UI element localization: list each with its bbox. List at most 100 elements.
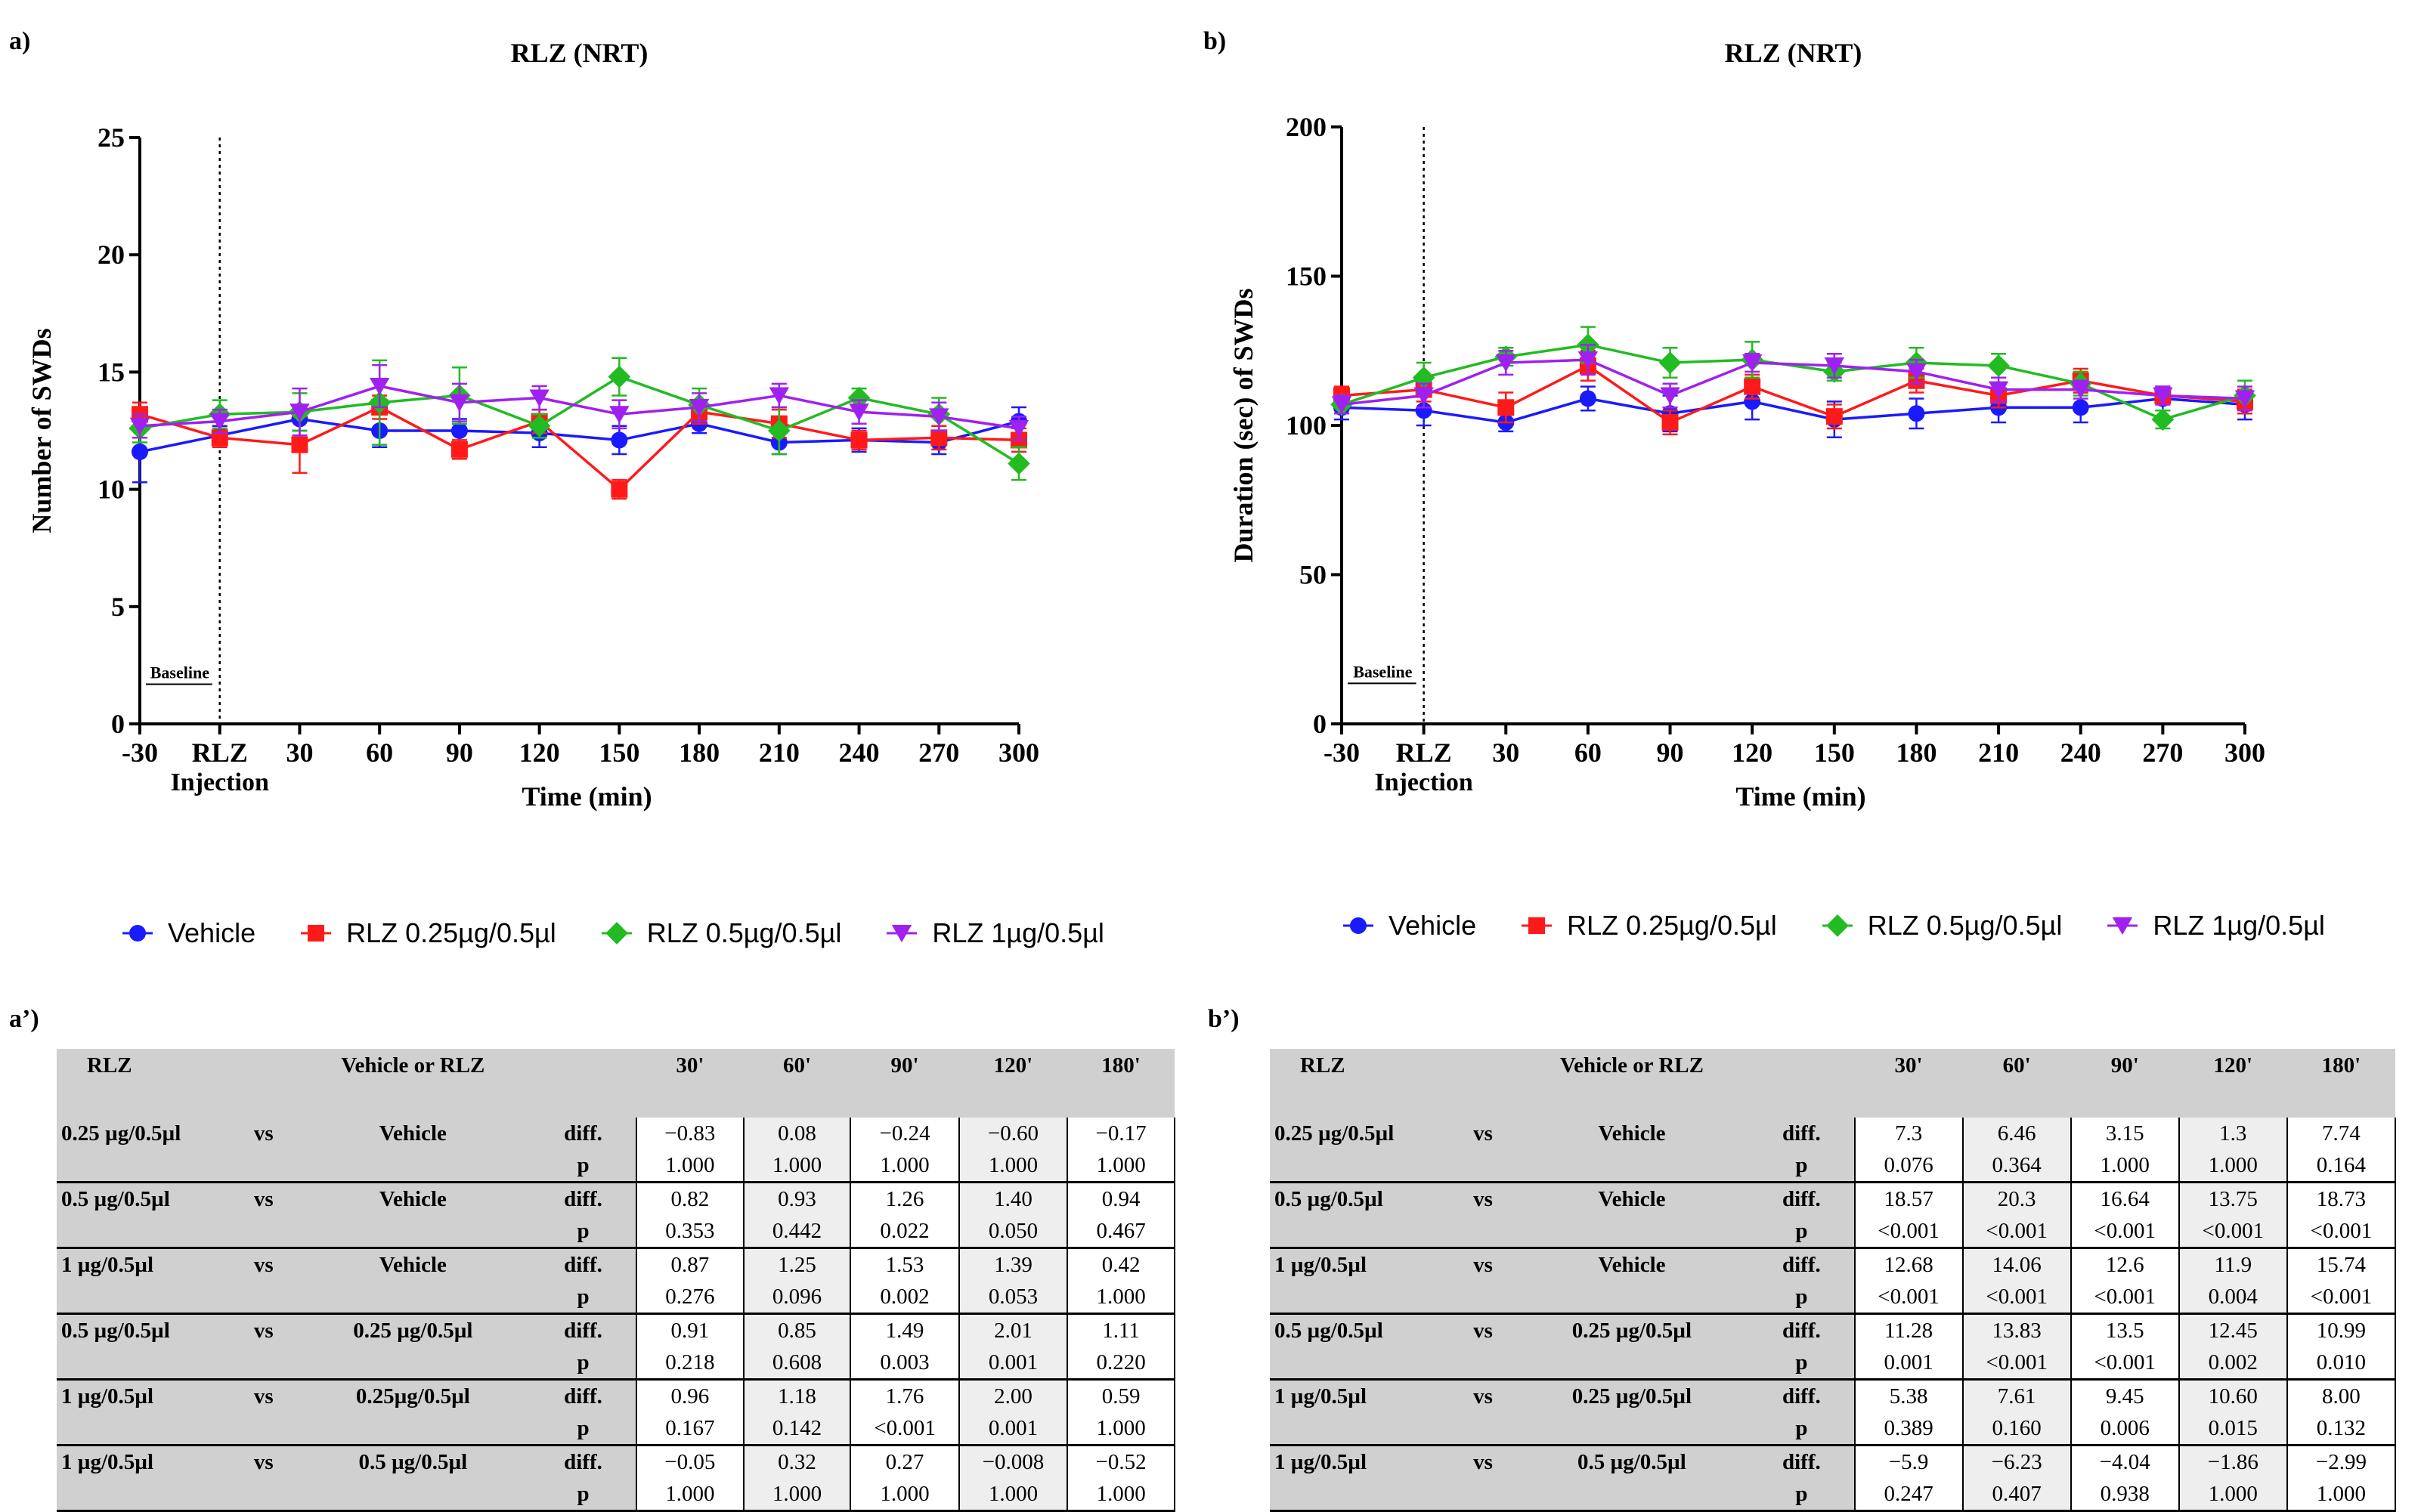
p-value-cell: 1.000 <box>1067 1412 1175 1446</box>
y-tick-label: 10 <box>98 475 125 505</box>
panel-label-b-prime: b’) <box>1208 1005 1240 1033</box>
data-point <box>1987 354 2010 377</box>
data-point <box>930 429 948 447</box>
p-value-cell: <0.001 <box>2286 1281 2397 1315</box>
p-value-cell: 0.276 <box>635 1281 744 1315</box>
table-row: 0.25 µg/0.5µl vs Vehicle diff. 7.3 6.46 3.15 1.… <box>1270 1118 2397 1149</box>
vs-cell: vs <box>1451 1248 1515 1281</box>
legend-marker <box>1350 917 1367 934</box>
diff-value-cell: 10.99 <box>2286 1313 2397 1347</box>
blank-cell <box>1451 1478 1515 1512</box>
diff-value-cell: 15.74 <box>2286 1248 2397 1281</box>
p-value-cell: 0.004 <box>2178 1281 2287 1315</box>
rlz-dose-cell: 0.5 µg/0.5µl <box>1270 1313 1452 1347</box>
diff-value-cell: −6.23 <box>1961 1445 2071 1478</box>
y-tick-label: 20 <box>98 240 125 270</box>
series-2 <box>128 357 1030 481</box>
table-row: 0.5 µg/0.5µl vs 0.25 µg/0.5µl diff. 0.91 0.85… <box>57 1313 1175 1347</box>
series-line <box>1341 358 2246 407</box>
series-line <box>1341 343 2246 421</box>
data-point <box>611 431 628 449</box>
p-value-cell: 0.247 <box>1853 1478 1963 1512</box>
table-header-cell: 30' <box>636 1049 744 1118</box>
row-kind-cell: diff. <box>531 1248 636 1281</box>
legend-marker <box>1528 917 1546 934</box>
comparison-cell: Vehicle <box>295 1182 531 1215</box>
p-value-cell: 0.001 <box>958 1347 1068 1381</box>
p-value-cell: 1.000 <box>2286 1478 2397 1512</box>
table-header-cell: 60' <box>1962 1049 2071 1118</box>
legend-label: RLZ 0.25µg/0.5µl <box>1567 910 1777 941</box>
data-point <box>850 431 868 449</box>
p-value-cell: 0.364 <box>1961 1149 2071 1183</box>
x-tick-label: 60 <box>366 737 393 768</box>
vs-cell: vs <box>231 1379 296 1412</box>
p-value-cell: 0.002 <box>2178 1347 2287 1381</box>
table-header-cell: Vehicle or RLZ <box>295 1049 531 1118</box>
comparison-cell: 0.25 µg/0.5µl <box>295 1313 531 1347</box>
legend-marker <box>2113 917 2133 935</box>
legend-label: RLZ 1µg/0.5µl <box>932 917 1104 948</box>
row-kind-cell: diff. <box>1749 1248 1855 1281</box>
series-line <box>1341 363 2246 425</box>
legend-marker-icon <box>1522 917 1553 934</box>
diff-value-cell: −1.86 <box>2178 1445 2287 1478</box>
legend-a: Vehicle RLZ 0.25µg/0.5µl RLZ 0.5µg/0.5µl RL… <box>121 917 1148 949</box>
legend-marker <box>1825 914 1849 937</box>
legend-marker-icon <box>301 925 332 942</box>
comparison-cell: Vehicle <box>1514 1182 1750 1215</box>
legend-marker-icon <box>122 925 153 942</box>
data-point <box>767 419 791 442</box>
x-tick-label: 270 <box>918 737 959 768</box>
p-value-cell: 0.001 <box>1853 1347 1963 1381</box>
row-kind-cell: diff. <box>531 1379 636 1412</box>
row-kind-cell: p <box>1749 1347 1855 1381</box>
x-tick-label: -30 <box>122 737 158 768</box>
diff-value-cell: 0.08 <box>742 1118 851 1149</box>
blank-cell <box>1270 1281 1452 1315</box>
diff-value-cell: 5.38 <box>1853 1379 1963 1412</box>
p-value-cell: <0.001 <box>1961 1281 2071 1315</box>
comparison-cell: Vehicle <box>295 1248 531 1281</box>
legend-item-1: RLZ 0.25µg/0.5µl <box>299 917 556 949</box>
p-value-cell: 0.407 <box>1961 1478 2071 1512</box>
x-tick-label: 120 <box>519 737 560 768</box>
comparison-cell: 0.25 µg/0.5µl <box>1514 1313 1750 1347</box>
x-tick-label: 300 <box>998 737 1039 768</box>
legend-marker <box>892 925 912 943</box>
table-row: p 0.353 0.442 0.022 0.050 0.467 <box>57 1215 1175 1249</box>
x-tick-label: 240 <box>839 737 880 768</box>
diff-value-cell: 18.73 <box>2286 1182 2397 1215</box>
p-value-cell: 0.608 <box>742 1347 851 1381</box>
table-header-cell <box>1749 1049 1855 1118</box>
p-value-cell: 1.000 <box>1067 1281 1175 1315</box>
rlz-dose-cell: 1 µg/0.5µl <box>1270 1248 1452 1281</box>
table-header-cell: 30' <box>1854 1049 1963 1118</box>
p-value-cell: 0.053 <box>958 1281 1068 1315</box>
data-point <box>1331 396 1352 414</box>
table-header-cell: 90' <box>850 1049 959 1118</box>
p-value-cell: 0.022 <box>850 1215 959 1249</box>
diff-value-cell: 2.01 <box>958 1313 1068 1347</box>
diff-value-cell: 1.3 <box>2178 1118 2287 1149</box>
table-row: 1 µg/0.5µl vs 0.5 µg/0.5µl diff. −5.9 −6.23 −4… <box>1270 1445 2397 1478</box>
vs-cell: vs <box>231 1445 296 1478</box>
legend-label: Vehicle <box>168 917 256 948</box>
table-row: 0.25 µg/0.5µl vs Vehicle diff. −0.83 0.08 −0.2… <box>57 1118 1175 1149</box>
row-kind-cell: diff. <box>1749 1313 1855 1347</box>
table-row: p 1.000 1.000 1.000 1.000 1.000 <box>57 1149 1175 1183</box>
table-row: p <0.001 <0.001 <0.001 <0.001 <0.001 <box>1270 1215 2397 1249</box>
blank-cell <box>1514 1215 1750 1249</box>
diff-value-cell: 12.68 <box>1853 1248 1963 1281</box>
p-value-cell: 1.000 <box>1067 1478 1175 1512</box>
blank-cell <box>1514 1478 1750 1512</box>
diff-value-cell: 2.00 <box>958 1379 1068 1412</box>
blank-cell <box>1514 1281 1750 1315</box>
data-point <box>528 414 551 438</box>
blank-cell <box>57 1412 232 1446</box>
table-row: p 0.276 0.096 0.002 0.053 1.000 <box>57 1281 1175 1315</box>
data-point <box>2151 408 2175 431</box>
p-value-cell: 1.000 <box>1067 1149 1175 1183</box>
legend-item-3: RLZ 1µg/0.5µl <box>885 917 1104 949</box>
stats-table-b: RLZ Vehicle or RLZ 30' 60' 90' 120' 180' 0.25 µ… <box>1270 1049 2397 1512</box>
